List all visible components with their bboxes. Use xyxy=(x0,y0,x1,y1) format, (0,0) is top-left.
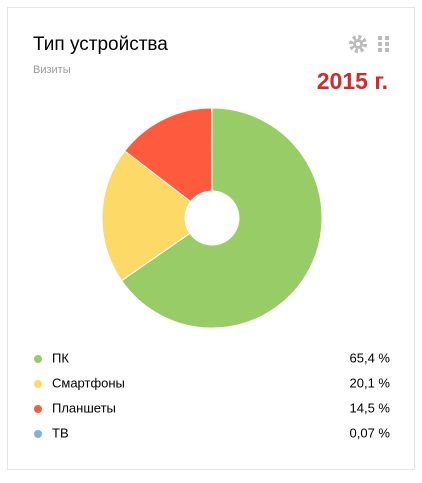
gear-hole xyxy=(356,42,360,46)
legend-value: 65,4 % xyxy=(350,350,391,365)
legend-value: 14,5 % xyxy=(350,400,391,415)
legend-label: ТВ xyxy=(52,425,69,440)
subtitle: Визиты xyxy=(33,64,71,76)
legend-value: 0,07 % xyxy=(350,425,391,440)
legend-label: ПК xyxy=(52,350,69,365)
legend-dot xyxy=(34,355,42,363)
legend-value: 20,1 % xyxy=(350,375,391,390)
legend-dot xyxy=(34,380,42,388)
year-annotation: 2015 г. xyxy=(317,68,388,94)
legend-dot xyxy=(34,430,42,438)
legend-dot xyxy=(34,405,42,413)
legend-label: Смартфоны xyxy=(52,375,125,390)
legend-label: Планшеты xyxy=(52,400,116,415)
widget-title: Тип устройства xyxy=(33,34,168,55)
